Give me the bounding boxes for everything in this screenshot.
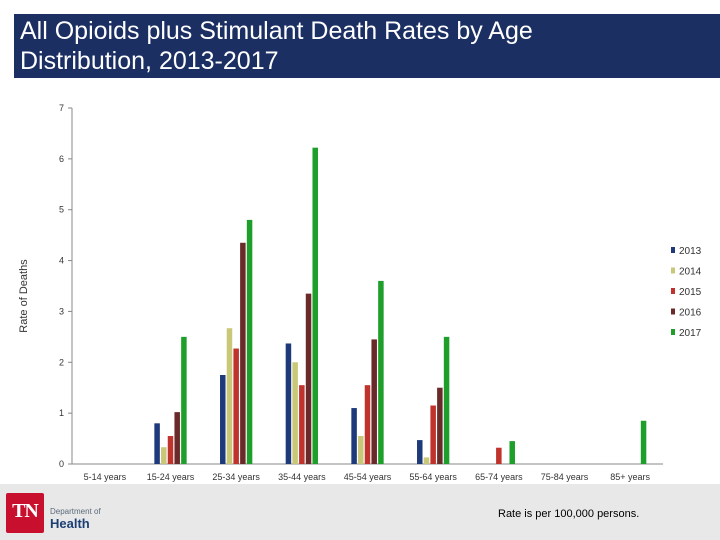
bar bbox=[364, 385, 371, 464]
x-tick-label: 85+ years bbox=[610, 472, 650, 482]
bar bbox=[423, 457, 430, 464]
bar bbox=[312, 147, 318, 464]
bar bbox=[174, 412, 180, 464]
bar bbox=[305, 293, 312, 464]
title-line-1: All Opioids plus Stimulant Death Rates b… bbox=[20, 17, 533, 45]
title-bar: All Opioids plus Stimulant Death Rates b… bbox=[14, 14, 720, 78]
tn-logo-mark: TN bbox=[6, 493, 44, 533]
bar bbox=[509, 441, 515, 464]
bar bbox=[154, 423, 160, 464]
legend-label: 2016 bbox=[679, 308, 702, 319]
tn-health-logo: TN Department of Health bbox=[6, 493, 116, 537]
bar bbox=[496, 447, 502, 464]
y-tick-label: 3 bbox=[59, 306, 64, 316]
legend-label: 2014 bbox=[679, 267, 702, 278]
bar bbox=[285, 343, 292, 464]
tn-logo-text: TN bbox=[12, 500, 39, 522]
bar bbox=[161, 447, 167, 464]
bar bbox=[226, 328, 233, 464]
bar bbox=[437, 387, 443, 464]
bar bbox=[430, 405, 436, 464]
y-tick-label: 7 bbox=[59, 103, 64, 113]
legend-swatch bbox=[671, 247, 675, 253]
legend-swatch bbox=[671, 267, 675, 274]
bar bbox=[299, 385, 305, 464]
x-tick-label: 65-74 years bbox=[475, 472, 523, 482]
bar bbox=[167, 436, 174, 464]
legend-swatch bbox=[671, 288, 675, 294]
legend-label: 2015 bbox=[679, 287, 702, 298]
bar bbox=[417, 440, 423, 464]
bar bbox=[371, 339, 377, 464]
legend-label: 2017 bbox=[679, 328, 702, 339]
y-tick-label: 5 bbox=[59, 205, 64, 215]
legend-swatch bbox=[671, 308, 675, 315]
bar bbox=[292, 362, 298, 464]
legend-swatch bbox=[671, 329, 675, 335]
legend-label: 2013 bbox=[679, 246, 702, 257]
footer-bar bbox=[0, 484, 720, 540]
x-tick-label: 35-44 years bbox=[278, 472, 326, 482]
y-tick-label: 0 bbox=[59, 459, 64, 469]
x-tick-label: 75-84 years bbox=[541, 472, 589, 482]
logo-department-text: Department of bbox=[50, 507, 101, 516]
title-line-2: Distribution, 2013-2017 bbox=[20, 47, 279, 75]
x-tick-label: 45-54 years bbox=[344, 472, 392, 482]
bar bbox=[181, 336, 187, 464]
x-tick-label: 5-14 years bbox=[84, 472, 127, 482]
bar bbox=[233, 348, 239, 464]
y-tick-label: 2 bbox=[59, 357, 64, 367]
y-tick-label: 1 bbox=[59, 408, 64, 418]
footer-note: Rate is per 100,000 persons. bbox=[498, 508, 640, 520]
x-tick-label: 25-34 years bbox=[212, 472, 260, 482]
bar bbox=[378, 280, 384, 464]
bar bbox=[358, 436, 364, 464]
logo-health-text: Health bbox=[50, 516, 90, 531]
x-tick-label: 55-64 years bbox=[409, 472, 457, 482]
x-tick-label: 15-24 years bbox=[147, 472, 195, 482]
y-axis-title: Rate of Deaths bbox=[18, 259, 30, 333]
bar bbox=[246, 219, 253, 464]
y-tick-label: 6 bbox=[59, 154, 64, 164]
bar bbox=[351, 408, 357, 464]
bar bbox=[240, 242, 246, 464]
bar bbox=[220, 375, 226, 464]
bar bbox=[640, 420, 647, 464]
bar-chart: 0 1 2 3 4 5 6 7 Rate of Deaths 5-14 years 15-24 ye… bbox=[18, 103, 702, 482]
page-title: All Opioids plus Stimulant Death Rates b… bbox=[20, 16, 533, 76]
bar bbox=[443, 336, 450, 464]
y-tick-label: 4 bbox=[59, 256, 64, 266]
